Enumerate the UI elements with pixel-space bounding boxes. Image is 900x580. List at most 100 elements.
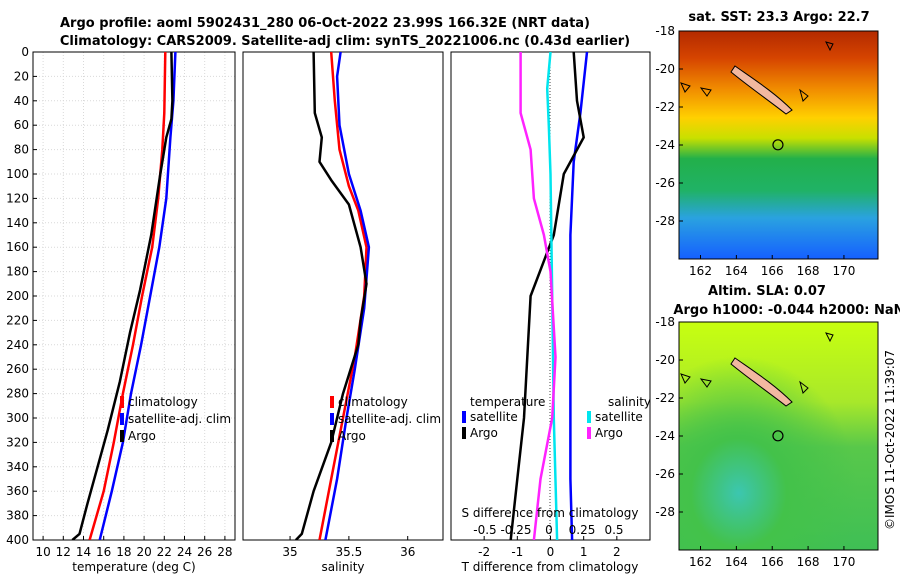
temperature-grid: [33, 51, 235, 541]
salinity-xlabel: salinity: [321, 560, 364, 574]
map-x-tick-label: 162: [689, 264, 712, 278]
difference-series: [509, 52, 589, 540]
map-y-tick-label: -24: [655, 138, 675, 152]
sdiff-tick: -0.5: [473, 523, 496, 537]
salinity-diff-ticks: -0.5 -0.25 0 0.25 0.5: [473, 523, 623, 537]
legend-label-argo: Argo: [338, 429, 366, 443]
map-y-tick-label: -20: [655, 353, 675, 367]
legend-label-satellite: satellite-adj. clim: [338, 412, 441, 426]
island-outline: [699, 378, 712, 388]
map-x-tick-label: 170: [832, 555, 855, 569]
x-tick-label: 14: [76, 545, 91, 559]
x-tick-label: 20: [136, 545, 151, 559]
island-outline: [799, 88, 809, 102]
map-y-tick-label: -28: [655, 214, 675, 228]
legend-swatch-t-satellite: [462, 411, 466, 423]
x-tick-label: 16: [96, 545, 111, 559]
map-y-tick-label: -18: [655, 24, 675, 38]
series-line-climatology: [88, 52, 167, 540]
x-tick-label: 35.5: [336, 545, 363, 559]
y-tick-label: 140: [6, 216, 29, 230]
map-x-tick-label: 164: [725, 555, 748, 569]
sdiff-tick: 0.25: [569, 523, 596, 537]
sla-map-ticks: 162 164 166 168 170 -18 -20 -22 -24 -26 -28: [655, 315, 855, 569]
salinity-series: [295, 52, 371, 540]
map-y-tick-label: -26: [655, 467, 675, 481]
x-tick-label: 2: [613, 545, 621, 559]
sdiff-tick: 0: [545, 523, 553, 537]
x-tick-label: 26: [197, 545, 212, 559]
legend-label-s-argo: Argo: [595, 426, 623, 440]
difference-legend-temperature: temperature satellite Argo: [462, 395, 545, 440]
series-line-s-satellite: [545, 52, 559, 540]
legend-title-salinity: salinity: [608, 395, 651, 409]
salinity-tick-labels: 35 35.5 36: [282, 536, 415, 559]
x-tick-label: -2: [478, 545, 490, 559]
difference-tick-labels: -2 -1 0 1 2: [478, 536, 621, 559]
series-line-t-argo: [509, 52, 585, 540]
y-tick-label: 260: [6, 362, 29, 376]
sla-map-panel: Altim. SLA: 0.07 Argo h1000: -0.044 h200…: [655, 284, 900, 569]
legend-label-climatology: climatology: [128, 395, 198, 409]
y-tick-label: 320: [6, 435, 29, 449]
y-tick-label: 220: [6, 313, 29, 327]
new-caledonia-island: [730, 65, 793, 115]
x-tick-label: 22: [157, 545, 172, 559]
legend-swatch-s-argo: [587, 427, 591, 439]
map-x-tick-label: 166: [761, 555, 784, 569]
legend-swatch-t-argo: [462, 427, 466, 439]
figure-title-line1: Argo profile: aoml 5902431_280 06-Oct-20…: [60, 16, 590, 31]
series-line-satellite-adj-clim: [324, 52, 371, 540]
y-tick-label: 300: [6, 411, 29, 425]
y-tick-label: 280: [6, 387, 29, 401]
map-y-tick-label: -26: [655, 176, 675, 190]
series-line-s-argo: [519, 52, 557, 540]
figure-title-line2: Climatology: CARS2009. Satellite-adj cli…: [60, 34, 630, 49]
sdiff-tick: 0.5: [604, 523, 623, 537]
island-outline: [825, 332, 834, 343]
map-x-tick-label: 162: [689, 555, 712, 569]
imos-watermark: ©IMOS 11-Oct-2022 11:39:07: [883, 350, 897, 530]
legend-swatch-satellite: [330, 413, 334, 425]
legend-swatch-satellite: [120, 413, 124, 425]
map-y-tick-label: -24: [655, 429, 675, 443]
map-y-tick-label: -22: [655, 100, 675, 114]
island-outline: [799, 380, 809, 394]
series-line-argo: [71, 52, 174, 540]
y-tick-label: 200: [6, 289, 29, 303]
legend-label-t-satellite: satellite: [470, 410, 518, 424]
y-tick-label: 100: [6, 167, 29, 181]
sst-map-title: sat. SST: 23.3 Argo: 22.7: [688, 10, 869, 25]
x-tick-label: -1: [511, 545, 523, 559]
new-caledonia-island: [730, 357, 793, 407]
sdiff-tick: -0.25: [500, 523, 531, 537]
salinity-diff-label: S difference from climatology: [462, 506, 639, 520]
y-tick-label: 120: [6, 191, 29, 205]
x-tick-label: 36: [400, 545, 415, 559]
y-tick-label: 400: [6, 533, 29, 547]
difference-legend-salinity: salinity satellite Argo: [587, 395, 651, 440]
legend-title-temperature: temperature: [470, 395, 545, 409]
temperature-tick-labels: 10 12 14 16 18 20 22 24 26 28: [35, 536, 233, 559]
y-tick-label: 20: [14, 69, 29, 83]
sst-map-panel: sat. SST: 23.3 Argo: 22.7 162 164 166 168 17…: [655, 10, 879, 278]
x-tick-label: 18: [116, 545, 131, 559]
legend-label-climatology: climatology: [338, 395, 408, 409]
map-y-tick-label: -22: [655, 391, 675, 405]
map-x-tick-label: 170: [832, 264, 855, 278]
y-tick-label: 360: [6, 484, 29, 498]
series-line-climatology: [318, 52, 368, 540]
series-line-satellite-adj-clim: [98, 52, 177, 540]
salinity-axes-frame: [242, 51, 444, 541]
legend-swatch-s-satellite: [587, 411, 591, 423]
y-tick-label: 380: [6, 509, 29, 523]
y-tick-label: 80: [14, 143, 29, 157]
temperature-panel: 0 20 40 60 80 100 120 140 160 180 200 220 240 260 280 3…: [6, 45, 236, 574]
series-line-t-satellite: [569, 52, 589, 540]
x-tick-label: 28: [217, 545, 232, 559]
map-x-tick-label: 168: [797, 555, 820, 569]
legend-label-s-satellite: satellite: [595, 410, 643, 424]
map-x-tick-label: 166: [761, 264, 784, 278]
x-tick-label: 35: [282, 545, 297, 559]
